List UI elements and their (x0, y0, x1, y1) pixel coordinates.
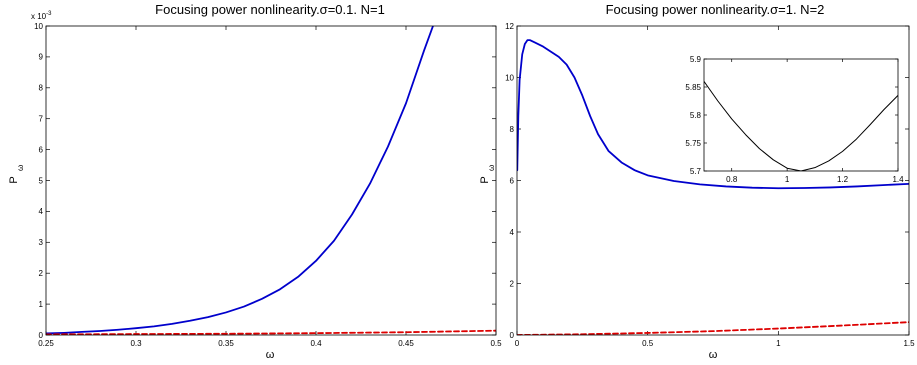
right-xtick-label: 1.5 (903, 339, 915, 348)
inset-ytick-label: 5.75 (685, 139, 701, 148)
inset-frame (703, 58, 899, 172)
right-ytick-label: 8 (510, 125, 515, 134)
right-ytick-label: 0 (510, 331, 515, 340)
right-plot-frame (516, 25, 910, 336)
left-xtick-label: 0.5 (490, 339, 502, 348)
right-ytick-label: 4 (510, 228, 515, 237)
inset-ytick-label: 5.8 (690, 111, 702, 120)
left-x-axis-label: ω (266, 349, 275, 361)
left-ytick-label: 2 (39, 269, 44, 278)
left-ytick-label: 3 (39, 238, 44, 247)
inset-ytick-label: 5.7 (690, 167, 702, 176)
inset-xtick-label: 1.4 (892, 175, 904, 184)
left-ytick-label: 5 (39, 176, 44, 185)
right-xtick-label: 1 (776, 339, 781, 348)
left-series-0-line (46, 26, 434, 335)
left-ytick-label: 4 (39, 207, 44, 216)
left-xtick-label: 0.35 (218, 339, 234, 348)
left-tick-labels: 0.25 0.3 0.35 0.4 0.45 0.5 0 1 2 3 4 5 6 7 8 9 10 (34, 22, 502, 348)
left-plot-lines (46, 26, 496, 335)
left-ytick-label: 7 (39, 115, 44, 124)
left-ytick-label: 1 (39, 300, 44, 309)
left-xtick-label: 0.25 (38, 339, 54, 348)
left-y-axis-label: P ω (8, 165, 25, 184)
left-ytick-label: 0 (39, 331, 44, 340)
right-ytick-label: 6 (510, 176, 515, 185)
left-xtick-label: 0.45 (398, 339, 414, 348)
left-ytick-label: 8 (39, 84, 44, 93)
left-series-1-line (46, 329, 496, 335)
inset-xtick-label: 0.8 (726, 175, 738, 184)
right-y-axis-label: P ω (479, 165, 496, 184)
right-xtick-label: 0 (515, 339, 520, 348)
left-plot-title: Focusing power nonlinearity.σ=0.1. N=1 (155, 2, 385, 17)
right-ytick-label: 10 (505, 73, 514, 82)
inset-xtick-label: 1 (785, 175, 790, 184)
inset-background (704, 59, 898, 171)
left-plot: Focusing power nonlinearity.σ=0.1. N=1 P… (8, 2, 502, 361)
right-series-0-line (517, 39, 909, 190)
right-y-axis-label-main: P (479, 176, 491, 183)
left-y-axis-label-main: P (8, 176, 20, 183)
right-series-1-line (517, 321, 909, 335)
inset-series-0-line (704, 80, 898, 171)
left-ytick-label: 9 (39, 53, 44, 62)
right-x-axis-label: ω (709, 349, 718, 361)
inset-plot-lines (704, 80, 898, 171)
right-plot-title: Focusing power nonlinearity.σ=1. N=2 (606, 2, 825, 17)
right-inset-plot: 0.8 1 1.2 1.4 5.7 5.75 5.8 5.85 5.9 (685, 55, 904, 184)
inset-ytick-label: 5.85 (685, 83, 701, 92)
left-ytick-label: 6 (39, 145, 44, 154)
left-ytick-label: 10 (34, 22, 43, 31)
right-plot: Focusing power nonlinearity.σ=1. N=2 P ω… (479, 2, 915, 361)
left-plot-frame (45, 25, 497, 336)
left-xtick-label: 0.4 (310, 339, 322, 348)
right-y-axis-label-sub: ω (487, 165, 496, 171)
inset-xtick-label: 1.2 (837, 175, 849, 184)
left-exponent-label: x 10-3 (31, 11, 52, 21)
inset-ytick-label: 5.9 (690, 55, 702, 64)
left-y-axis-label-sub: ω (16, 165, 25, 171)
right-ytick-label: 2 (510, 279, 515, 288)
left-xtick-label: 0.3 (130, 339, 142, 348)
right-ytick-label: 12 (505, 22, 514, 31)
right-xtick-label: 0.5 (642, 339, 654, 348)
right-plot-lines (517, 39, 909, 335)
right-tick-labels: 0 0.5 1 1.5 0 2 4 6 8 10 12 (505, 22, 915, 348)
